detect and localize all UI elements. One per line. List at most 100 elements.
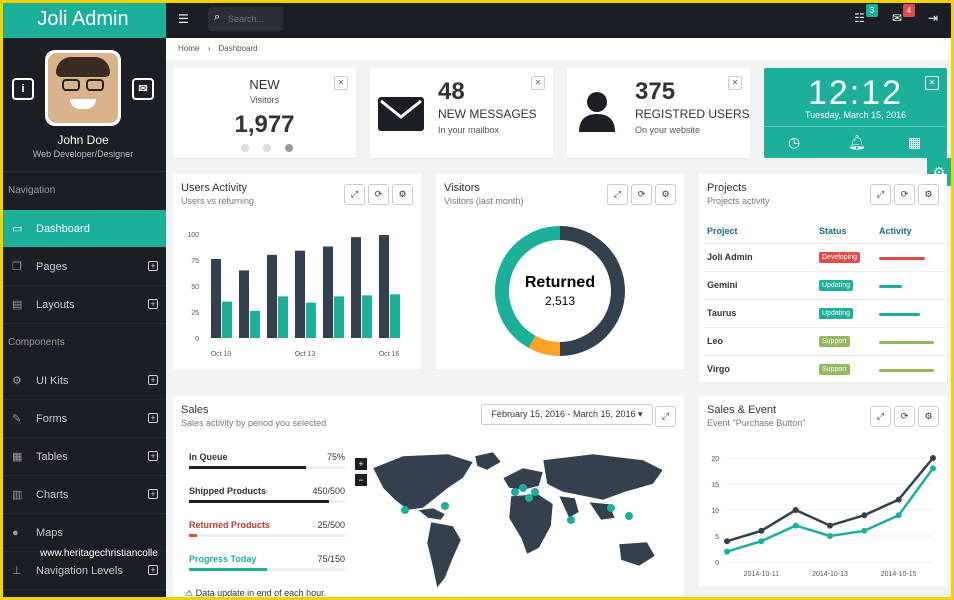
sidebar-item-dashboard[interactable]: ▭ Dashboard xyxy=(0,210,166,248)
menu-toggle-icon[interactable]: ☰ xyxy=(178,12,189,26)
table-row[interactable]: Gemini Updating xyxy=(703,271,947,300)
map-zoom-out-button[interactable]: − xyxy=(355,474,367,486)
donut-slice[interactable] xyxy=(495,226,561,348)
sidebar-item-pages[interactable]: ❐ Pages + xyxy=(0,248,166,286)
expand-button[interactable]: ⤢ xyxy=(870,406,891,427)
close-icon[interactable]: ✕ xyxy=(925,76,939,90)
sidebar-item-ui-kits[interactable]: ⚙ UI Kits + xyxy=(0,362,166,400)
carousel-dots[interactable] xyxy=(241,144,293,152)
refresh-button[interactable]: ⟳ xyxy=(368,184,389,205)
bar[interactable] xyxy=(351,237,361,338)
sidebar-item-forms[interactable]: ✎ Forms + xyxy=(0,400,166,438)
users-widget: ✕ 375 REGISTRED USERS On your website xyxy=(567,68,750,158)
expand-icon[interactable]: + xyxy=(148,565,158,575)
data-point[interactable] xyxy=(827,522,833,529)
expand-icon[interactable]: + xyxy=(148,261,158,271)
sidebar-item-charts[interactable]: ▥ Charts + xyxy=(0,476,166,514)
data-point[interactable] xyxy=(792,507,799,513)
refresh-button[interactable]: ⟳ xyxy=(631,184,652,205)
table-row[interactable]: Joli Admin Developing xyxy=(703,243,947,272)
data-point[interactable] xyxy=(895,512,902,519)
tasks-icon[interactable]: ☷ xyxy=(854,11,865,25)
close-icon[interactable]: ✕ xyxy=(531,76,545,90)
progress-value: 75/150 xyxy=(317,554,345,564)
data-point[interactable] xyxy=(930,465,936,472)
sign-out-icon[interactable]: ⇥ xyxy=(928,11,939,25)
app-title[interactable]: Joli Admin xyxy=(0,0,166,38)
messages-badge: 4 xyxy=(903,4,915,17)
expand-button[interactable]: ⤢ xyxy=(870,184,891,205)
bar[interactable] xyxy=(323,246,333,338)
bar[interactable] xyxy=(390,294,400,338)
bar[interactable] xyxy=(295,250,305,338)
bar[interactable] xyxy=(222,301,232,338)
calendar-icon[interactable]: ▦ xyxy=(908,134,922,150)
refresh-button[interactable]: ⟳ xyxy=(894,184,915,205)
panel-subtitle: Projects activity xyxy=(707,196,770,206)
expand-button[interactable]: ⤢ xyxy=(607,184,628,205)
map-zoom-in-button[interactable]: + xyxy=(355,458,367,470)
info-icon[interactable]: i xyxy=(12,78,34,100)
bar[interactable] xyxy=(362,295,372,338)
data-point[interactable] xyxy=(895,496,902,503)
settings-button[interactable]: ⚙ xyxy=(655,184,676,205)
mail-icon[interactable]: ✉ xyxy=(132,78,154,100)
expand-icon[interactable]: + xyxy=(148,299,158,309)
sidebar-item-tables[interactable]: ▦ Tables + xyxy=(0,438,166,476)
breadcrumb-home[interactable]: Home xyxy=(178,44,200,53)
data-point[interactable] xyxy=(861,512,868,519)
data-point[interactable] xyxy=(758,538,765,545)
bar[interactable] xyxy=(306,302,316,338)
data-point[interactable] xyxy=(930,455,936,461)
data-point[interactable] xyxy=(861,527,868,534)
close-icon[interactable]: ✕ xyxy=(728,76,742,90)
data-point[interactable] xyxy=(827,533,833,539)
visitors-widget: ✕ NEW Visitors 1,977 xyxy=(173,68,356,158)
table-row[interactable]: Virgo Support xyxy=(703,355,947,384)
messages-sub: In your mailbox xyxy=(438,125,500,135)
settings-button[interactable]: ⚙ xyxy=(918,406,939,427)
sidebar-item-maps[interactable]: ● Maps xyxy=(0,514,166,552)
expand-button[interactable]: ⤢ xyxy=(344,184,365,205)
bar[interactable] xyxy=(278,296,288,338)
sales-progress-row: In Queue 75% xyxy=(189,452,345,469)
donut-slice[interactable] xyxy=(559,226,625,356)
settings-button[interactable]: ⚙ xyxy=(918,184,939,205)
settings-button[interactable]: ⚙ xyxy=(392,184,413,205)
table-row[interactable]: Taurus Updating xyxy=(703,299,947,328)
panel-title: Sales & Event xyxy=(707,404,777,416)
expand-icon[interactable]: + xyxy=(148,451,158,461)
date-range-picker[interactable]: February 15, 2016 - March 15, 2016 ▾ xyxy=(481,404,653,425)
bar[interactable] xyxy=(211,258,221,338)
bar[interactable] xyxy=(379,235,389,338)
bar[interactable] xyxy=(334,296,344,338)
y-tick-label: 10 xyxy=(711,508,719,515)
data-point[interactable] xyxy=(792,522,799,529)
table-row[interactable]: Leo Support xyxy=(703,327,947,356)
sidebar-item-layouts[interactable]: ▤ Layouts + xyxy=(0,286,166,324)
world-map[interactable] xyxy=(363,448,673,598)
x-tick-label: Oct 10 xyxy=(211,351,232,358)
expand-button[interactable]: ⤢ xyxy=(655,406,676,427)
data-point[interactable] xyxy=(758,527,765,534)
expand-icon[interactable]: + xyxy=(148,489,158,499)
bar[interactable] xyxy=(239,270,249,338)
bell-icon[interactable]: 🔔︎ xyxy=(848,134,866,150)
search-input[interactable] xyxy=(208,7,283,31)
data-point[interactable] xyxy=(724,538,730,545)
close-icon[interactable]: ✕ xyxy=(334,76,348,90)
comments-icon[interactable]: ✉ xyxy=(892,11,903,25)
donut-slice[interactable] xyxy=(528,335,561,356)
pages-icon: ❐ xyxy=(12,261,22,273)
clock-icon[interactable]: ◷ xyxy=(788,134,801,150)
expand-icon[interactable]: + xyxy=(148,413,158,423)
sidebar-item-navigation-levels[interactable]: ⊥ Navigation Levels + xyxy=(0,552,166,590)
bar[interactable] xyxy=(267,254,277,338)
panel-title: Sales xyxy=(181,404,209,416)
data-point[interactable] xyxy=(724,548,730,555)
refresh-button[interactable]: ⟳ xyxy=(894,406,915,427)
column-header: Status xyxy=(815,219,875,244)
bar[interactable] xyxy=(250,310,260,338)
messages-label: NEW MESSAGES xyxy=(438,107,537,121)
expand-icon[interactable]: + xyxy=(148,375,158,385)
